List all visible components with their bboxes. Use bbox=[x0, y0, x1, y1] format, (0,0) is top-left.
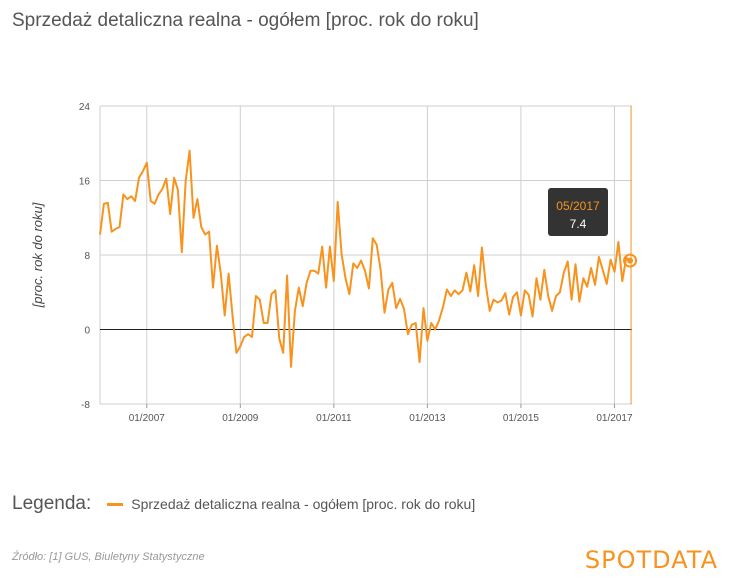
y-tick-label: 16 bbox=[79, 177, 91, 188]
legend-swatch[interactable] bbox=[107, 502, 124, 506]
x-tick-label: 01/2007 bbox=[129, 413, 166, 424]
x-tick-label: 01/2015 bbox=[503, 413, 540, 424]
y-tick-label: -8 bbox=[81, 400, 90, 411]
y-tick-label: 24 bbox=[79, 102, 91, 113]
y-tick-label: 0 bbox=[84, 326, 90, 337]
source-note: Źródło: [1] GUS, Biuletyny Statystyczne bbox=[12, 551, 205, 563]
hover-point bbox=[627, 257, 634, 264]
grid bbox=[99, 105, 632, 405]
series-line bbox=[99, 149, 631, 368]
tooltip-box bbox=[548, 188, 608, 236]
y-axis-label: [proc. rok do roku] bbox=[30, 202, 45, 308]
y-tick-label: 8 bbox=[84, 251, 90, 262]
tooltip-date: 05/2017 bbox=[556, 199, 600, 213]
tooltip-value: 7.4 bbox=[570, 217, 587, 231]
legend-label[interactable]: Sprzedaż detaliczna realna - ogółem [pro… bbox=[131, 496, 476, 512]
spotdata-logo: SPOTDATA bbox=[584, 546, 718, 574]
tooltip: 05/2017 7.4 bbox=[548, 188, 608, 236]
x-tick-label: 01/2017 bbox=[596, 413, 633, 424]
x-tick-label: 01/2013 bbox=[409, 413, 446, 424]
legend: Legenda: Sprzedaż detaliczna realna - og… bbox=[12, 493, 475, 515]
x-tick-label: 01/2011 bbox=[316, 413, 352, 424]
axes: -8 0 8 16 24 01/2007 01/2009 01/2011 01/2013 01/2… bbox=[79, 102, 633, 424]
x-tick-label: 01/2009 bbox=[222, 413, 259, 424]
legend-heading: Legenda: bbox=[12, 493, 92, 514]
series bbox=[99, 106, 638, 404]
chart-title: Sprzedaż detaliczna realna - ogółem [pro… bbox=[12, 10, 479, 31]
hover-ring bbox=[623, 253, 638, 268]
